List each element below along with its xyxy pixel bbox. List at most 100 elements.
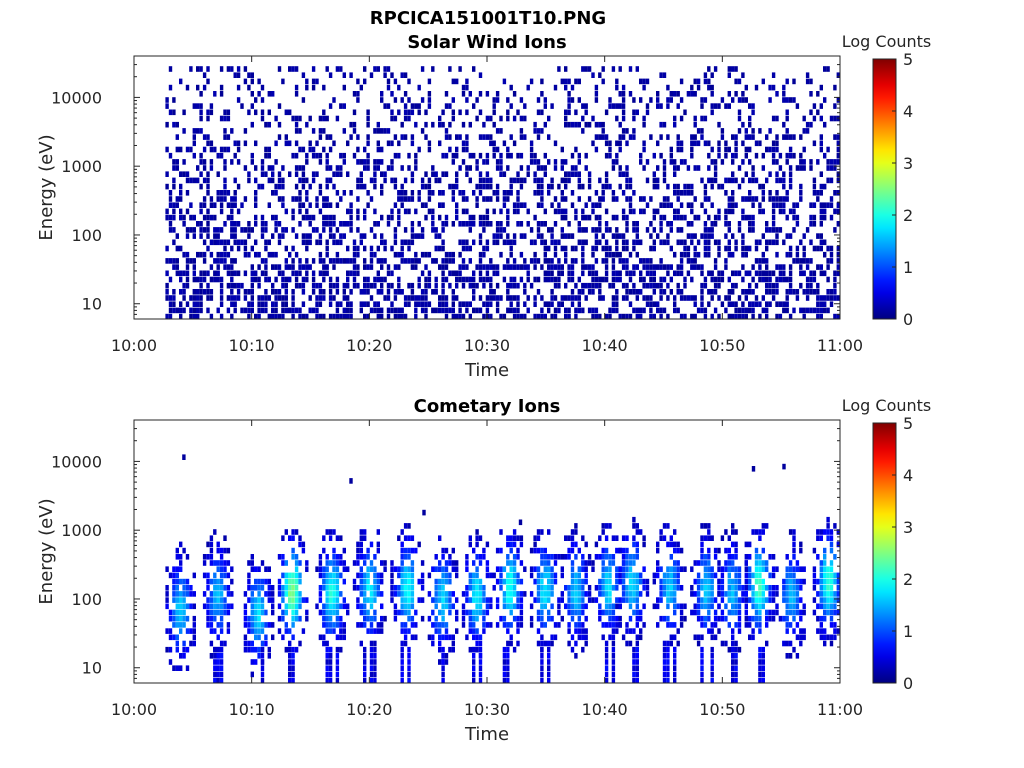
spectrogram-cell — [771, 270, 776, 277]
spectrogram-cell — [376, 128, 380, 134]
spectrogram-cell — [751, 572, 755, 579]
spectrogram-cell — [414, 622, 418, 628]
spectrogram-cell — [833, 208, 837, 215]
spectrogram-cell — [765, 609, 769, 616]
spectrogram-cell — [301, 97, 306, 103]
spectrogram-cell — [356, 208, 360, 215]
spectrogram-cell — [598, 202, 602, 208]
spectrogram-cell — [717, 121, 721, 128]
spectrogram-cell — [264, 264, 268, 270]
spectrogram-cell — [441, 152, 445, 159]
spectrogram-cell — [407, 597, 411, 603]
spectrogram-cell — [322, 146, 326, 153]
spectrogram-cell — [536, 615, 541, 622]
spectrogram-cell — [489, 183, 493, 190]
spectrogram-cell — [560, 165, 564, 171]
spectrogram-cell — [707, 529, 711, 535]
spectrogram-cell — [260, 97, 265, 103]
spectrogram-cell — [693, 295, 697, 301]
spectrogram-cell — [376, 258, 380, 264]
spectrogram-cell — [328, 295, 333, 301]
spectrogram-cell — [465, 585, 469, 591]
spectrogram-cell — [393, 227, 398, 233]
spectrogram-cell — [294, 597, 299, 603]
spectrogram-cell — [662, 289, 667, 295]
spectrogram-cell — [707, 140, 711, 147]
spectrogram-cell — [400, 677, 404, 683]
spectrogram-cell — [509, 578, 513, 585]
spectrogram-cell — [690, 313, 694, 319]
spectrogram-cell — [332, 140, 336, 147]
spectrogram-cell — [325, 603, 329, 610]
spectrogram-cell — [765, 221, 769, 227]
spectrogram-cell — [257, 622, 261, 628]
spectrogram-cell — [342, 628, 346, 634]
spectrogram-cell — [635, 677, 639, 683]
spectrogram-cell — [342, 547, 346, 554]
spectrogram-cell — [223, 115, 227, 122]
spectrogram-cell — [219, 609, 224, 616]
spectrogram-cell — [656, 547, 660, 554]
spectrogram-cell — [294, 591, 299, 597]
spectrogram-cell — [277, 134, 282, 140]
spectrogram-cell — [768, 301, 772, 307]
spectrogram-cell — [669, 159, 673, 165]
spectrogram-cell — [328, 146, 333, 153]
spectrogram-cell — [271, 171, 275, 177]
spectrogram-cell — [724, 603, 728, 610]
spectrogram-cell — [591, 245, 595, 252]
spectrogram-cell — [652, 152, 656, 159]
spectrogram-cell — [226, 295, 231, 301]
spectrogram-cell — [765, 282, 769, 289]
spectrogram-cell — [438, 640, 442, 647]
spectrogram-cell — [271, 251, 275, 258]
spectrogram-cell — [741, 159, 745, 165]
spectrogram-cell — [581, 597, 585, 603]
spectrogram-cell — [560, 78, 564, 85]
spectrogram-cell — [536, 578, 541, 585]
spectrogram-cell — [472, 659, 476, 665]
spectrogram-cell — [601, 245, 605, 252]
spectrogram-cell — [587, 282, 592, 289]
spectrogram-cell — [294, 529, 299, 535]
spectrogram-cell — [506, 541, 510, 548]
spectrogram-cell — [363, 609, 367, 616]
spectrogram-cell — [690, 134, 694, 140]
spectrogram-cell — [403, 258, 408, 264]
spectrogram-cell — [363, 646, 367, 653]
spectrogram-cell — [216, 171, 220, 177]
spectrogram-cell — [564, 295, 568, 301]
spectrogram-cell — [455, 276, 459, 283]
spectrogram-cell — [185, 554, 190, 560]
spectrogram-cell — [809, 270, 813, 277]
spectrogram-cell — [615, 301, 619, 307]
spectrogram-cell — [311, 289, 316, 295]
spectrogram-cell — [400, 572, 404, 579]
spectrogram-cell — [809, 109, 813, 116]
spectrogram-cell — [366, 140, 370, 147]
spectrogram-cell — [632, 560, 636, 566]
spectrogram-cell — [397, 152, 401, 159]
spectrogram-cell — [564, 307, 568, 314]
spectrogram-cell — [359, 572, 363, 579]
spectrogram-cell — [751, 313, 755, 319]
spectrogram-cell — [679, 289, 684, 295]
spectrogram-cell — [352, 585, 357, 591]
spectrogram-cell — [328, 646, 333, 653]
spectrogram-cell — [274, 295, 278, 301]
spectrogram-cell — [301, 313, 306, 319]
spectrogram-cell — [570, 578, 575, 585]
spectrogram-cell — [461, 301, 466, 307]
spectrogram-cell — [489, 276, 493, 283]
spectrogram-cell — [649, 221, 653, 227]
spectrogram-cell — [444, 653, 449, 659]
spectrogram-cell — [741, 97, 745, 103]
spectrogram-cell — [182, 270, 186, 277]
spectrogram-cell — [611, 646, 616, 653]
spectrogram-cell — [659, 103, 663, 109]
spectrogram-cell — [417, 295, 421, 301]
spectrogram-cell — [441, 307, 445, 314]
spectrogram-cell — [298, 264, 302, 270]
spectrogram-cell — [472, 282, 476, 289]
spectrogram-cell — [271, 634, 275, 641]
